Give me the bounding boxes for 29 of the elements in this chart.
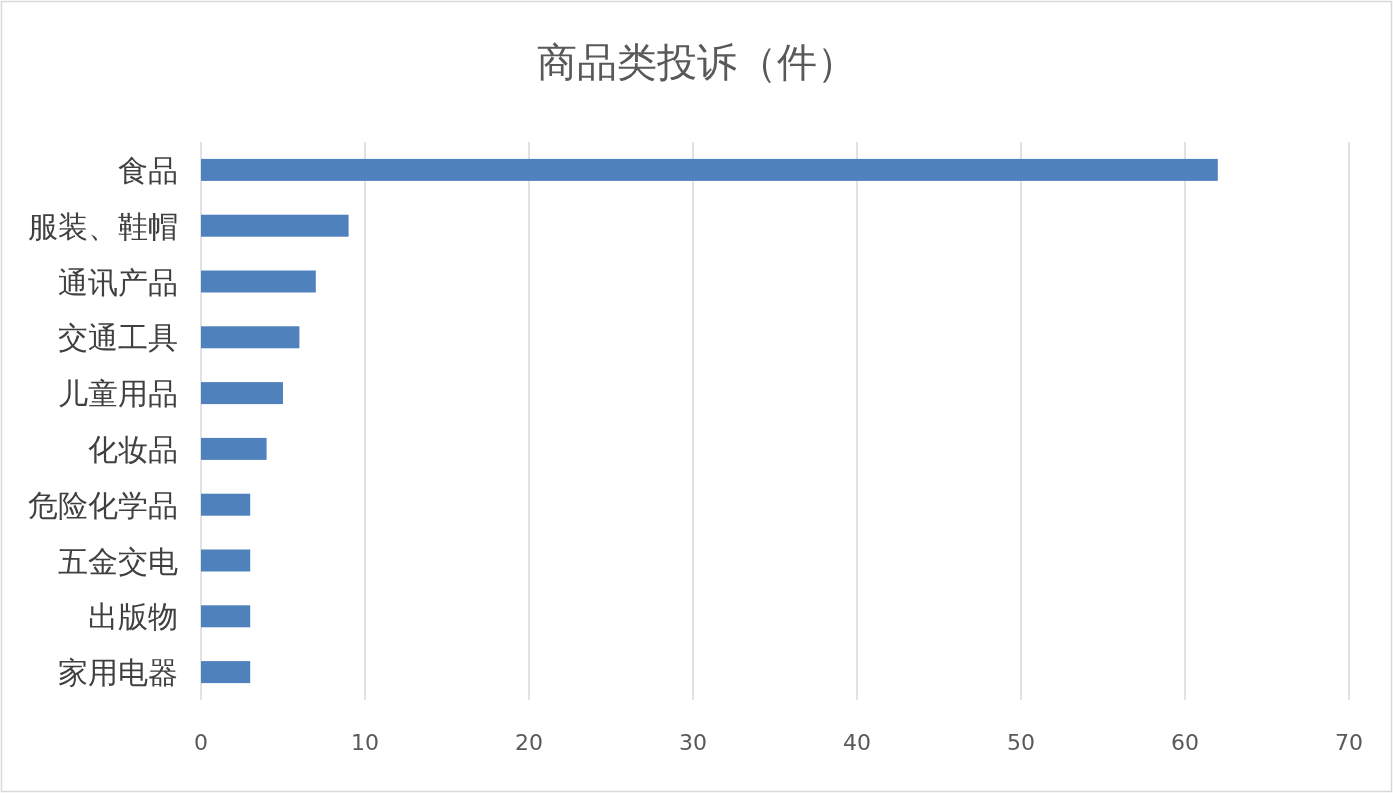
y-tick-label: 服装、鞋帽 <box>28 208 178 244</box>
y-tick-label: 危险化学品 <box>28 487 178 523</box>
y-tick-label: 五金交电 <box>58 543 178 579</box>
x-tick-label: 30 <box>679 730 707 755</box>
bar <box>201 493 251 516</box>
x-tick-label: 40 <box>843 730 871 755</box>
bar <box>201 270 316 293</box>
y-tick-label: 交通工具 <box>58 320 178 356</box>
x-tick-label: 70 <box>1335 730 1363 755</box>
y-tick-label: 儿童用品 <box>58 376 178 412</box>
bar <box>201 326 300 349</box>
y-tick-label: 通讯产品 <box>58 264 178 300</box>
bar <box>201 437 267 460</box>
bar <box>201 661 251 684</box>
y-tick-label: 食品 <box>118 152 178 188</box>
x-tick-label: 60 <box>1171 730 1199 755</box>
bar <box>201 214 349 237</box>
chart-title: 商品类投诉（件） <box>536 39 857 85</box>
x-tick-label: 50 <box>1007 730 1035 755</box>
bar <box>201 605 251 628</box>
bar <box>201 549 251 572</box>
y-tick-label: 家用电器 <box>58 655 178 691</box>
bar <box>201 158 1218 181</box>
bar <box>201 382 283 405</box>
x-tick-label: 10 <box>351 730 379 755</box>
x-tick-label: 20 <box>515 730 543 755</box>
y-tick-label: 化妆品 <box>88 431 178 467</box>
x-tick-label: 0 <box>194 730 208 755</box>
y-tick-label: 出版物 <box>88 599 178 635</box>
